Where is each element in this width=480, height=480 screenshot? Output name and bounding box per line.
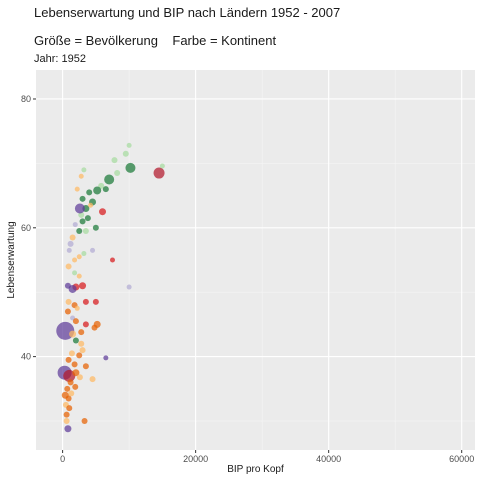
year-label: Jahr: 1952 — [34, 53, 86, 65]
data-point — [72, 369, 80, 377]
data-point — [72, 222, 78, 228]
data-point — [82, 228, 89, 235]
data-point — [74, 186, 80, 192]
data-points — [56, 142, 165, 433]
data-point — [81, 167, 87, 173]
data-point — [69, 330, 77, 338]
y-tick-label: 60 — [21, 223, 31, 233]
x-axis-label: BIP pro Kopf — [227, 464, 284, 475]
data-point — [79, 218, 86, 225]
data-point — [64, 308, 71, 315]
data-point — [76, 228, 83, 235]
data-point — [81, 418, 88, 425]
data-point — [67, 379, 74, 386]
data-point — [126, 142, 132, 148]
data-point — [65, 356, 72, 363]
data-point — [82, 321, 89, 328]
data-point — [65, 298, 72, 305]
data-point — [79, 347, 86, 354]
data-point — [66, 405, 73, 412]
data-point — [68, 284, 77, 293]
data-point — [86, 189, 93, 196]
data-point — [66, 247, 72, 253]
data-point — [79, 195, 86, 202]
data-point — [67, 240, 74, 247]
x-axis: 0 20000 40000 60000 — [60, 450, 474, 464]
chart-title: Lebenserwartung und BIP nach Ländern 195… — [34, 5, 341, 20]
x-tick-label: 60000 — [449, 454, 474, 464]
data-point — [71, 361, 78, 368]
data-point — [122, 150, 129, 157]
data-point — [65, 395, 72, 402]
data-point — [76, 254, 82, 260]
y-axis: 40 60 80 — [21, 94, 36, 362]
x-tick-label: 40000 — [316, 454, 341, 464]
data-point — [125, 162, 136, 173]
data-point — [111, 157, 118, 164]
data-point — [69, 234, 76, 241]
data-point — [64, 425, 72, 433]
data-point — [76, 273, 82, 279]
data-point — [153, 167, 165, 179]
data-point — [82, 298, 89, 305]
data-point — [78, 329, 85, 336]
y-axis-label: Lebenserwartung — [6, 221, 17, 298]
data-point — [74, 203, 85, 214]
data-point — [72, 270, 78, 276]
data-point — [68, 390, 75, 397]
data-point — [63, 418, 70, 425]
data-point — [72, 337, 79, 344]
data-point — [74, 305, 80, 311]
data-point — [65, 263, 72, 270]
data-point — [72, 383, 79, 390]
data-point — [78, 340, 85, 347]
data-point — [126, 284, 132, 290]
x-tick-label: 20000 — [183, 454, 208, 464]
data-point — [102, 186, 109, 193]
data-point — [99, 208, 107, 216]
data-point — [93, 320, 101, 328]
data-point — [103, 355, 109, 361]
data-point — [89, 376, 96, 383]
grid-minor — [36, 70, 475, 450]
data-point — [72, 318, 79, 325]
data-point — [76, 352, 83, 359]
data-point — [92, 224, 99, 231]
data-point — [88, 202, 94, 208]
plot-panel — [36, 70, 475, 450]
data-point — [114, 170, 121, 177]
data-point — [81, 251, 87, 257]
data-point — [63, 411, 70, 418]
data-point — [78, 173, 84, 179]
data-point — [72, 257, 78, 263]
data-point — [90, 247, 96, 253]
data-point — [64, 385, 71, 392]
y-tick-label: 80 — [21, 94, 31, 104]
data-point — [63, 369, 76, 382]
data-point — [76, 374, 83, 381]
grid-major — [36, 70, 475, 450]
data-point — [109, 257, 115, 263]
x-tick-label: 0 — [60, 454, 65, 464]
data-point — [68, 350, 75, 357]
y-tick-label: 40 — [21, 352, 31, 362]
data-point — [79, 282, 87, 290]
data-point — [93, 186, 102, 195]
data-point — [92, 298, 99, 305]
data-point — [159, 163, 165, 169]
chart-subtitle: Größe = Bevölkerung Farbe = Kontinent — [34, 33, 277, 48]
data-point — [104, 174, 115, 185]
data-point — [84, 215, 91, 222]
data-point — [82, 363, 89, 370]
